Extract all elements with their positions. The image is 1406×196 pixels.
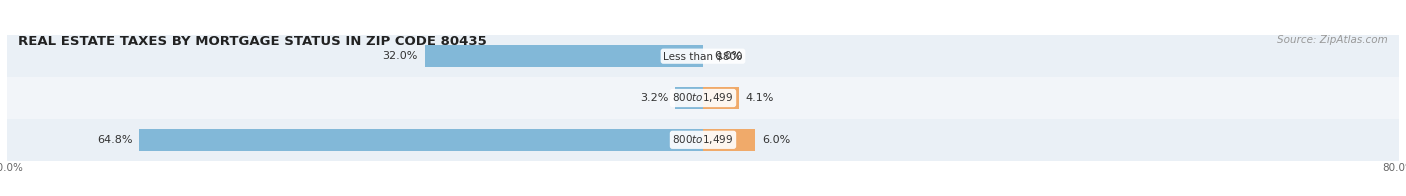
Bar [7,77,1399,119]
Text: 64.8%: 64.8% [97,135,132,145]
Text: $800 to $1,499: $800 to $1,499 [672,133,734,146]
Text: Less than $800: Less than $800 [664,51,742,61]
Text: $800 to $1,499: $800 to $1,499 [672,92,734,104]
Bar [7,119,1399,161]
Text: 4.1%: 4.1% [745,93,775,103]
Text: 0.0%: 0.0% [714,51,742,61]
Bar [703,87,738,109]
Text: 6.0%: 6.0% [762,135,790,145]
Text: 32.0%: 32.0% [382,51,418,61]
Bar [675,87,703,109]
Text: Source: ZipAtlas.com: Source: ZipAtlas.com [1277,35,1388,45]
Text: 3.2%: 3.2% [640,93,668,103]
Bar [425,45,703,67]
Text: REAL ESTATE TAXES BY MORTGAGE STATUS IN ZIP CODE 80435: REAL ESTATE TAXES BY MORTGAGE STATUS IN … [18,35,486,48]
Bar [703,129,755,151]
Bar [139,129,703,151]
Bar [7,35,1399,77]
